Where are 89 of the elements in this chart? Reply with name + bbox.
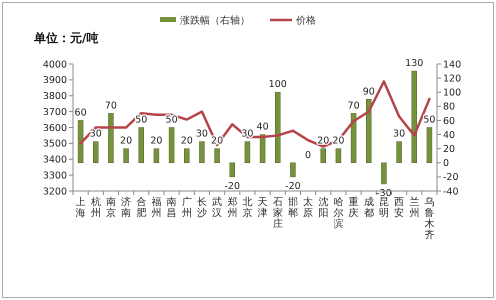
bar bbox=[290, 162, 296, 178]
bar bbox=[412, 70, 417, 164]
x-tick-label: 上海 bbox=[76, 196, 86, 219]
legend-label: 涨跌幅（右轴） bbox=[180, 14, 250, 26]
bar bbox=[154, 148, 160, 164]
x-tick-label: 沈阳 bbox=[318, 196, 328, 219]
data-label: 50 bbox=[166, 114, 178, 126]
x-tick-label: 昆明 bbox=[378, 197, 389, 219]
y2-tick-label: 140 bbox=[443, 59, 462, 70]
data-label: 70 bbox=[348, 100, 360, 112]
y-tick-label: 3400 bbox=[42, 154, 67, 166]
bar bbox=[184, 148, 190, 164]
y-tick-label: 3700 bbox=[42, 106, 67, 118]
x-tick-label: 广州 bbox=[182, 196, 192, 219]
bar bbox=[123, 148, 129, 164]
data-label: 20 bbox=[317, 136, 330, 147]
bar bbox=[108, 113, 114, 164]
x-tick-label: 福州 bbox=[151, 196, 162, 219]
bar bbox=[381, 162, 387, 184]
bar bbox=[214, 148, 220, 164]
y2-tick-label: -20 bbox=[443, 172, 459, 184]
data-label: 30 bbox=[393, 128, 406, 140]
data-label: 30 bbox=[196, 128, 208, 140]
y-tick-label: 3800 bbox=[42, 91, 67, 102]
data-label: 40 bbox=[256, 122, 269, 133]
x-tick-label: 邯郸 bbox=[288, 196, 298, 219]
x-tick-label: 重庆 bbox=[348, 196, 359, 219]
bar bbox=[93, 141, 98, 164]
y2-tick-label: -40 bbox=[443, 186, 459, 198]
data-label: -20 bbox=[285, 180, 301, 192]
bar bbox=[275, 92, 280, 164]
bar bbox=[244, 141, 250, 164]
x-tick-label: 济南 bbox=[121, 196, 132, 219]
x-tick-label: 哈尔滨 bbox=[333, 196, 344, 230]
data-label: 20 bbox=[150, 136, 162, 147]
bar bbox=[396, 141, 402, 164]
y2-tick-label: 80 bbox=[443, 102, 456, 113]
y2-tick-label: 0 bbox=[443, 158, 450, 170]
x-tick-label: 西安 bbox=[394, 197, 404, 219]
data-label: 100 bbox=[268, 79, 287, 90]
bar bbox=[138, 127, 144, 164]
data-label: 50 bbox=[135, 114, 148, 126]
data-label: 130 bbox=[405, 58, 424, 70]
data-label: 20 bbox=[120, 136, 132, 147]
data-label: 60 bbox=[74, 107, 87, 118]
x-tick-label: 长沙 bbox=[196, 196, 207, 219]
data-label: 30 bbox=[90, 128, 102, 140]
x-tick-label: 南昌 bbox=[166, 196, 177, 219]
y-tick-label: 4000 bbox=[42, 59, 67, 70]
bar bbox=[320, 148, 326, 164]
bar bbox=[366, 99, 372, 164]
x-tick-label: 杭州 bbox=[90, 196, 101, 219]
y2-tick-label: 40 bbox=[443, 130, 456, 141]
x-tick-label: 武汉 bbox=[212, 196, 222, 219]
y2-tick-label: 100 bbox=[443, 88, 462, 99]
data-label: 50 bbox=[423, 114, 436, 126]
y-tick-label: 3300 bbox=[42, 170, 67, 182]
data-label: 90 bbox=[362, 86, 375, 98]
y2-tick-label: 20 bbox=[443, 144, 456, 155]
x-tick-label: 郑州 bbox=[227, 196, 238, 219]
data-label: -20 bbox=[224, 180, 240, 192]
bar bbox=[78, 120, 84, 164]
x-tick-label: 北京 bbox=[242, 196, 252, 219]
data-label: 20 bbox=[180, 136, 193, 147]
x-tick-label: 兰州 bbox=[409, 196, 420, 219]
y-tick-label: 3200 bbox=[42, 186, 67, 198]
bar bbox=[230, 162, 235, 178]
x-tick-label: 南京 bbox=[106, 196, 116, 219]
y2-tick-label: 120 bbox=[443, 73, 462, 84]
y-tick-label: 3900 bbox=[42, 75, 67, 86]
data-label: 20 bbox=[211, 136, 224, 147]
y-tick-label: 3600 bbox=[42, 122, 67, 134]
bar bbox=[199, 141, 205, 164]
x-tick-label: 石家庄 bbox=[272, 197, 283, 230]
data-label: 0 bbox=[305, 150, 312, 161]
x-tick-label: 合肥 bbox=[136, 196, 146, 219]
x-tick-label: 天津 bbox=[258, 197, 268, 219]
bar bbox=[168, 127, 174, 164]
bar bbox=[350, 113, 356, 164]
legend-label: 价格 bbox=[295, 14, 316, 26]
y-tick-label: 3500 bbox=[42, 138, 67, 150]
x-tick-label: 成都 bbox=[364, 196, 374, 219]
x-tick-label: 乌鲁木齐 bbox=[424, 196, 434, 241]
bar bbox=[426, 127, 432, 164]
y2-tick-label: 60 bbox=[443, 116, 456, 127]
text: 单位：元/吨 bbox=[33, 31, 98, 45]
bar bbox=[336, 148, 342, 164]
x-tick-label: 太原 bbox=[303, 196, 314, 219]
data-label: 70 bbox=[104, 100, 117, 112]
